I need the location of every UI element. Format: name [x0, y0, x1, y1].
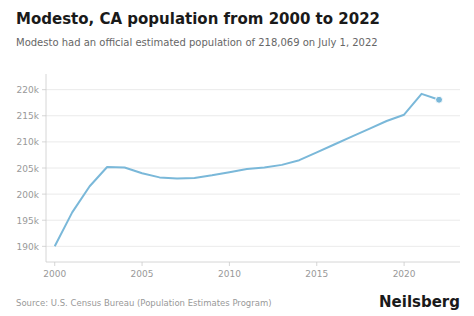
x-tick-label: 2020: [393, 269, 416, 279]
subtitle: Modesto had an official estimated popula…: [16, 37, 378, 48]
x-tick-label: 2015: [305, 269, 328, 279]
branding: Neilsberg: [379, 293, 460, 311]
x-tick: [54, 262, 55, 266]
y-tick-label: 200k: [17, 190, 40, 200]
y-tick: [42, 168, 46, 169]
y-tick: [42, 220, 46, 221]
grid-line: [46, 194, 460, 195]
endpoint-dot: [436, 96, 443, 103]
y-tick-label: 190k: [17, 242, 40, 252]
y-tick: [42, 246, 46, 247]
y-tick-label: 220k: [17, 85, 40, 95]
x-tick-label: 2000: [43, 269, 66, 279]
y-tick: [42, 194, 46, 195]
grid-line: [46, 89, 460, 90]
y-axis: [46, 74, 47, 262]
x-tick: [229, 262, 230, 266]
y-tick-label: 210k: [17, 137, 40, 147]
x-tick: [404, 262, 405, 266]
title: Modesto, CA population from 2000 to 2022: [16, 10, 380, 28]
y-tick-label: 205k: [17, 164, 40, 174]
x-tick-label: 2005: [131, 269, 154, 279]
x-tick: [316, 262, 317, 266]
y-tick-label: 195k: [17, 216, 40, 226]
chart: Modesto, CA population from 2000 to 2022…: [0, 0, 474, 316]
y-tick: [42, 141, 46, 142]
x-tick-label: 2010: [218, 269, 241, 279]
y-tick: [42, 89, 46, 90]
y-tick: [42, 115, 46, 116]
grid-line: [46, 220, 460, 221]
line: [55, 94, 439, 246]
y-tick-label: 215k: [17, 111, 40, 121]
x-axis: [46, 262, 460, 263]
grid-line: [46, 246, 460, 247]
x-tick: [142, 262, 143, 266]
plot-area: [55, 94, 443, 246]
source: Source: U.S. Census Bureau (Population E…: [16, 298, 272, 308]
grid-line: [46, 141, 460, 142]
